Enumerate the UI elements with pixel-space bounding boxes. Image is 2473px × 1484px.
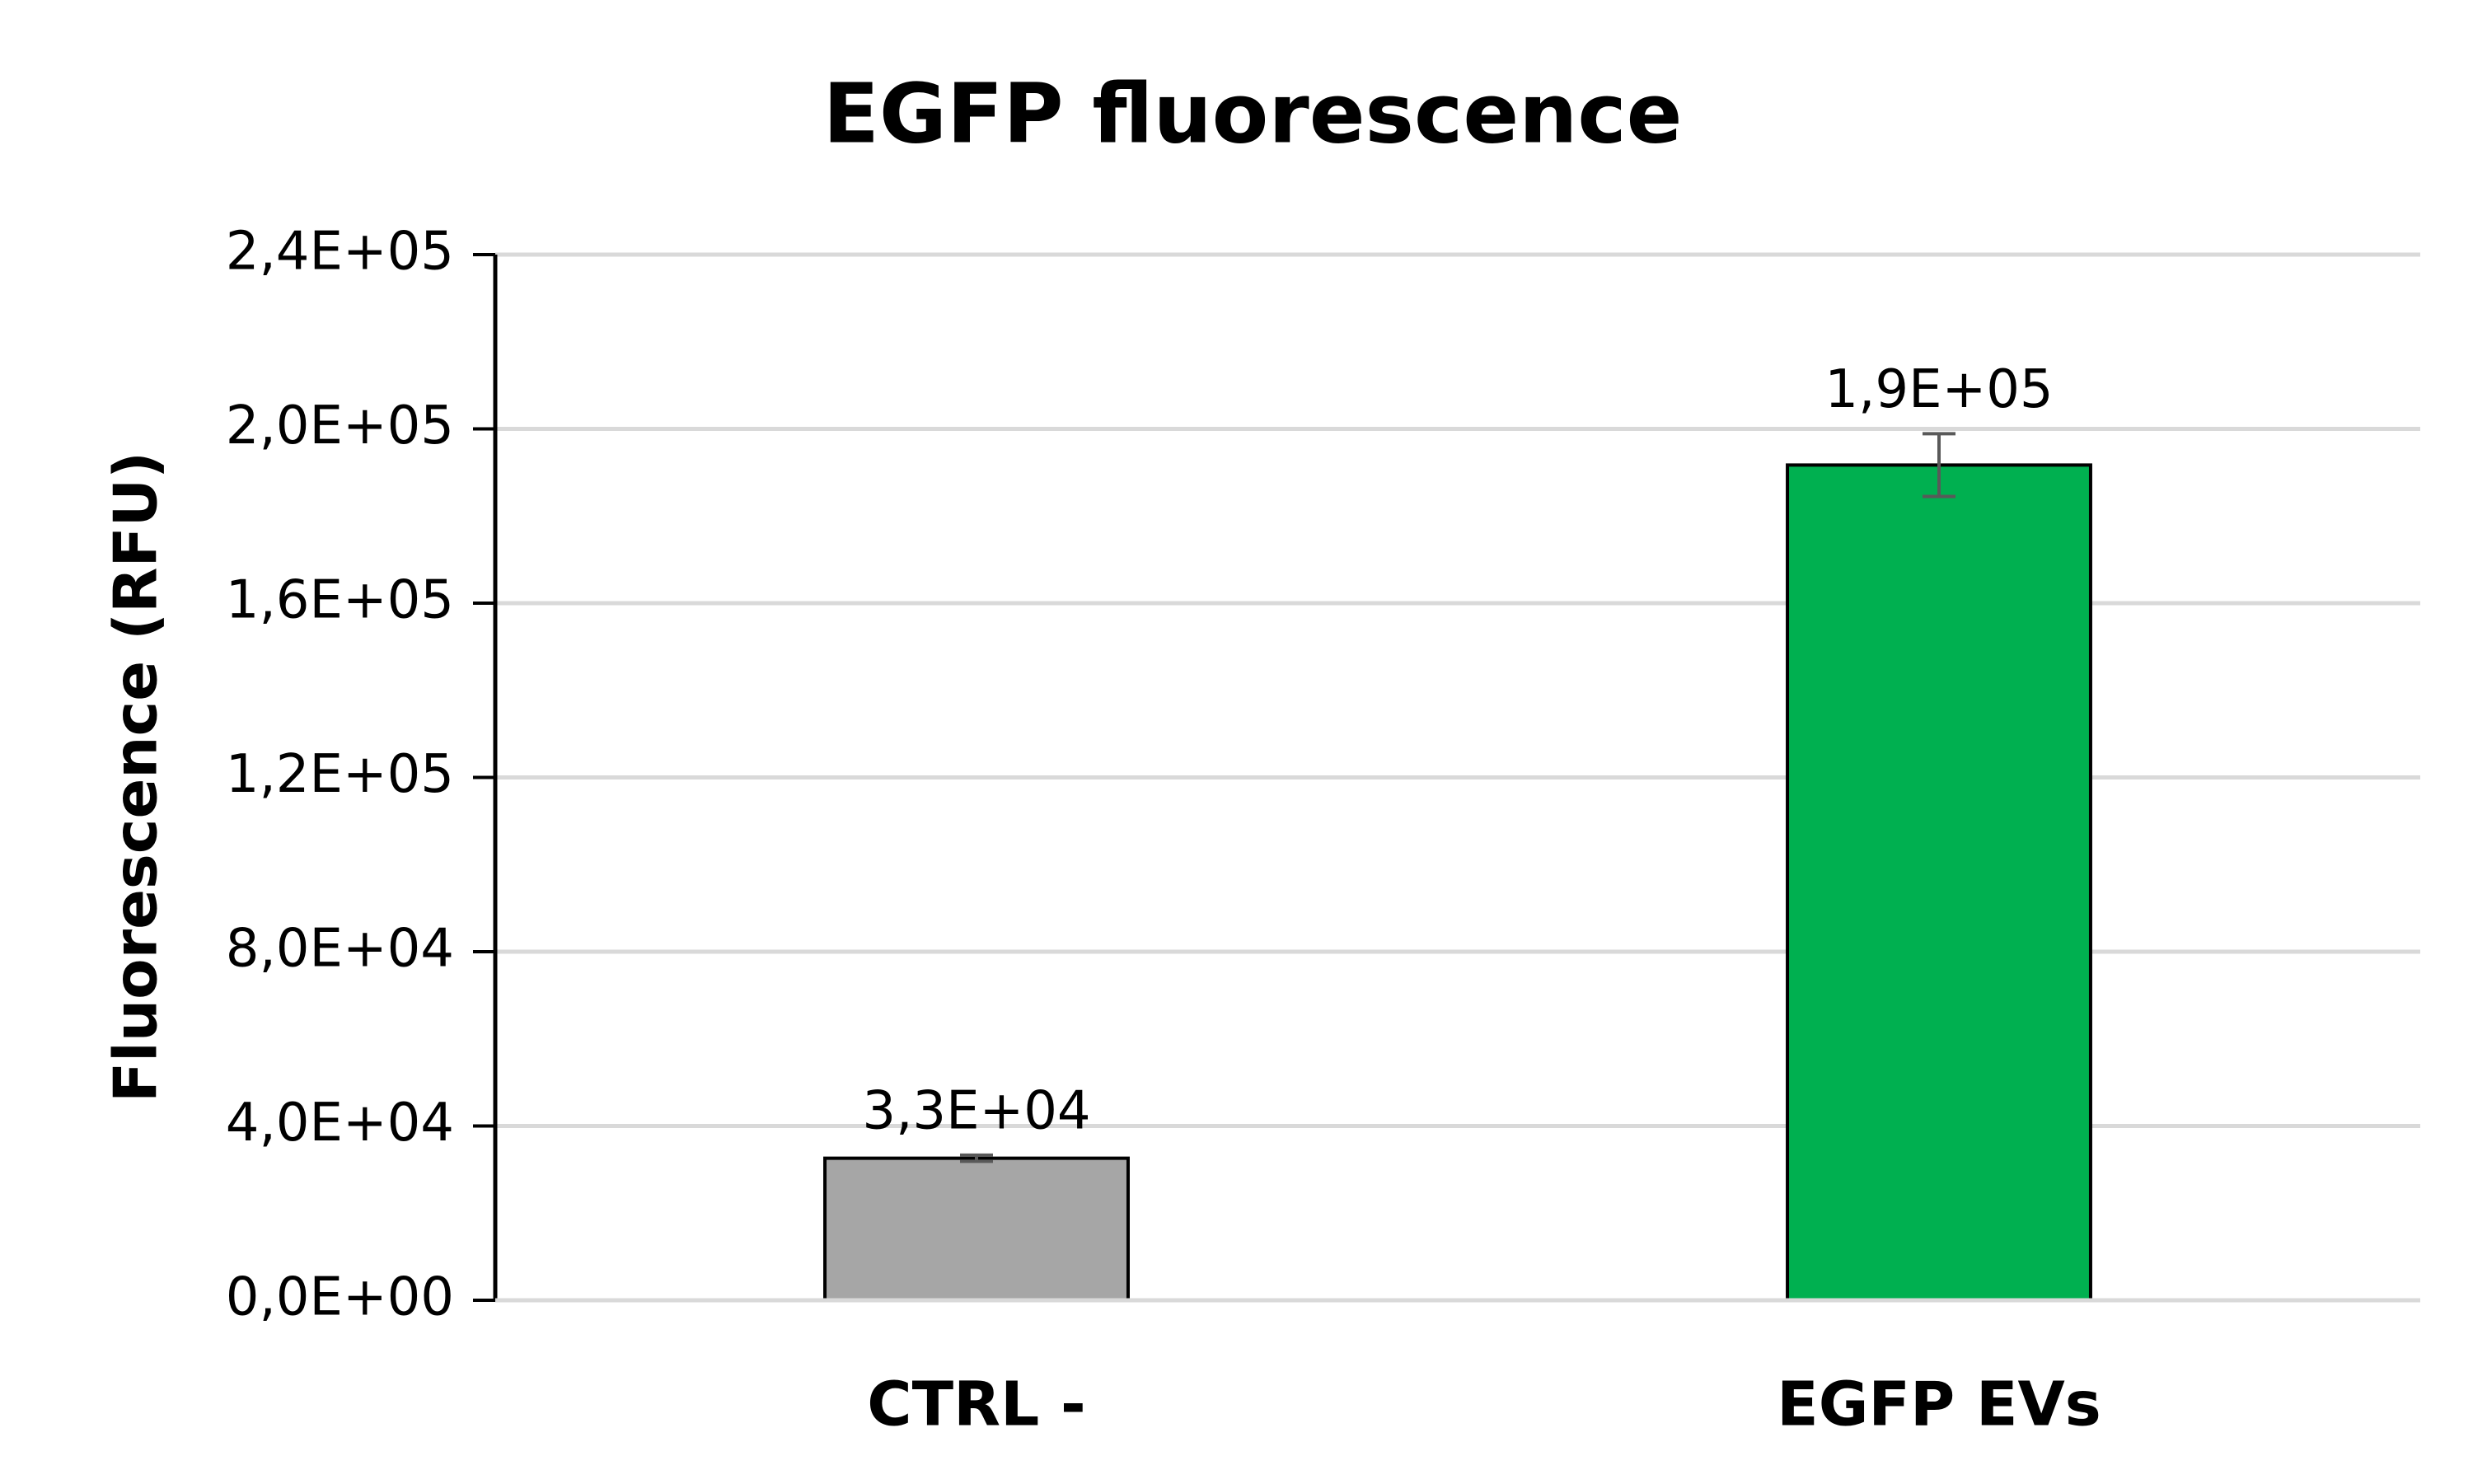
y-tick-label: 2,0E+05: [226, 396, 454, 456]
y-tick-label: 1,6E+05: [226, 570, 454, 631]
y-axis-title: Fluorescence (RFU): [101, 452, 171, 1102]
error-bar: [1923, 432, 1955, 499]
error-bar: [960, 1153, 993, 1163]
value-label: 3,3E+04: [862, 1081, 1090, 1142]
y-tick-label: 1,2E+05: [226, 744, 454, 805]
y-tick-label: 2,4E+05: [226, 222, 454, 283]
chart-title: EGFP fluorescence: [823, 65, 1683, 162]
y-tick-label: 8,0E+04: [226, 919, 454, 980]
bar: [1786, 463, 2092, 1302]
bar: [823, 1156, 1130, 1302]
y-tick-label: 0,0E+00: [226, 1267, 454, 1328]
x-tick-label: CTRL -: [867, 1369, 1085, 1440]
y-tick-label: 4,0E+04: [226, 1093, 454, 1154]
x-tick-label: EGFP EVs: [1777, 1369, 2101, 1440]
value-label: 1,9E+05: [1824, 359, 2053, 420]
